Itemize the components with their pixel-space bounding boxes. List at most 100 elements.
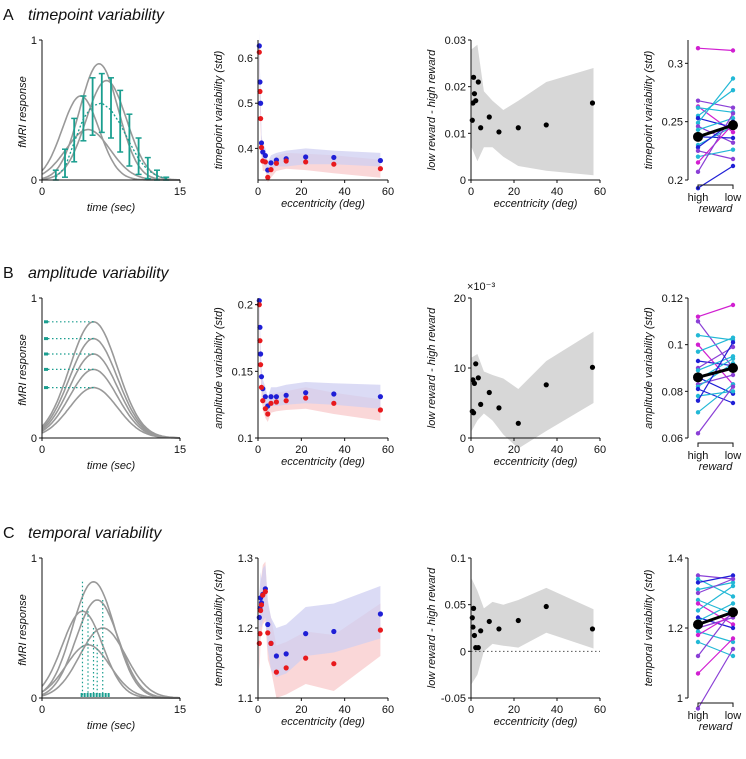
mean-point-high xyxy=(693,619,703,630)
data-point-high-reward xyxy=(262,153,268,159)
x-axis-label: eccentricity (deg) xyxy=(281,198,365,210)
data-point-low-reward xyxy=(265,411,271,417)
category-label-high: high xyxy=(688,710,709,722)
y-tick-label: 0.03 xyxy=(445,35,466,47)
y-tick-label: 0.12 xyxy=(662,293,683,305)
x-tick-label: 60 xyxy=(594,186,606,198)
data-point-high-reward xyxy=(258,100,264,106)
x-tick-label: 60 xyxy=(594,444,606,456)
subject-point-high xyxy=(695,45,701,51)
subject-line xyxy=(697,383,734,413)
mean-point-low xyxy=(728,607,738,618)
subject-point-high xyxy=(695,314,701,319)
response-curve xyxy=(41,627,181,699)
x-tick-label: 0 xyxy=(468,186,474,198)
y-tick-label: 0.1 xyxy=(451,553,466,565)
y-tick-label: 0.1 xyxy=(238,433,253,445)
subject-line xyxy=(697,78,734,124)
subject-point-high xyxy=(695,319,701,324)
subject-point-low xyxy=(730,636,736,641)
subject-point-high xyxy=(695,587,701,592)
y-tick-label: 0.02 xyxy=(445,82,466,94)
difference-point xyxy=(496,405,502,411)
y-tick-label: 0.4 xyxy=(238,143,253,155)
category-bracket xyxy=(697,442,734,447)
difference-point xyxy=(469,117,475,123)
x-tick-label: 20 xyxy=(508,704,520,716)
subject-point-high xyxy=(695,368,701,373)
subject-point-high xyxy=(695,105,701,110)
response-curve xyxy=(41,386,180,439)
subject-line xyxy=(697,648,734,709)
data-point-low-reward xyxy=(268,400,274,406)
data-point-low-reward xyxy=(262,406,268,412)
y-tick-label: 0.25 xyxy=(662,117,683,129)
difference-point xyxy=(475,79,481,85)
row-b-label: B xyxy=(3,265,14,282)
subject-point-high xyxy=(695,573,701,578)
data-point-low-reward xyxy=(331,161,337,167)
data-point-high-reward xyxy=(268,394,274,400)
subject-point-high xyxy=(695,386,701,392)
subject-line xyxy=(697,574,734,580)
y-axis-label: fMRI response xyxy=(17,594,29,666)
difference-point xyxy=(473,361,479,367)
subject-point-low xyxy=(730,156,736,162)
difference-point xyxy=(589,364,596,370)
subject-point-high xyxy=(695,115,701,121)
panel-a1: 0 1 0 15 time (sec) fMRI response xyxy=(17,35,186,214)
difference-point xyxy=(486,389,492,396)
difference-point xyxy=(515,617,521,624)
y-tick-label: 20 xyxy=(454,293,466,305)
subject-point-high xyxy=(695,671,701,676)
y-axis-label: timepoint variability (std) xyxy=(643,50,655,169)
data-point-low-reward xyxy=(377,166,384,172)
subject-line xyxy=(697,578,734,594)
data-point-low-reward xyxy=(262,589,268,595)
data-point-low-reward xyxy=(265,174,271,180)
difference-point xyxy=(475,645,481,651)
panel-b1: 0 1 0 15 time (sec) fMRI response xyxy=(17,293,186,472)
subject-point-low xyxy=(730,646,736,652)
data-point-high-reward xyxy=(377,394,384,400)
x-tick-label: 60 xyxy=(382,186,394,198)
subject-point-low xyxy=(730,580,736,585)
subject-point-low xyxy=(730,48,736,53)
response-curve xyxy=(41,610,180,699)
confidence-band-high xyxy=(259,31,381,176)
subject-point-high xyxy=(695,120,701,126)
data-point-high-reward xyxy=(256,43,262,49)
data-point-high-reward xyxy=(283,651,289,657)
y-tick-label: 1.2 xyxy=(668,623,683,635)
subject-point-high xyxy=(695,124,701,129)
data-point-low-reward xyxy=(258,115,264,122)
difference-point xyxy=(473,98,479,104)
panel-c1: 0 1 0 15 time (sec) fMRI response xyxy=(17,553,186,732)
subject-point-high xyxy=(695,342,701,347)
subject-line xyxy=(697,599,734,615)
y-tick-label: 0.2 xyxy=(238,300,253,312)
subject-line xyxy=(697,337,734,353)
y-tick-label: 0.05 xyxy=(445,600,466,612)
y-tick-label: -0.05 xyxy=(441,693,466,705)
x-tick-label: 0 xyxy=(39,704,45,716)
data-point-low-reward xyxy=(303,655,309,661)
subject-point-high xyxy=(695,154,701,159)
subject-point-high xyxy=(695,160,701,165)
panel-a2: 0.4 0.5 0.6 0 20 40 60 eccentricity (deg) timepo… xyxy=(213,31,394,210)
y-tick-label: 1.1 xyxy=(238,693,253,705)
row-b-title: amplitude variability xyxy=(28,265,170,282)
data-point-low-reward xyxy=(268,167,274,173)
y-axis-label: timepoint variability (std) xyxy=(213,50,225,169)
y-tick-label: 0.06 xyxy=(662,433,683,445)
subject-point-low xyxy=(730,573,736,578)
y-tick-label: 0 xyxy=(31,433,37,445)
y-tick-label: 1.2 xyxy=(238,623,253,635)
y-axis-label: fMRI response xyxy=(17,334,29,406)
x-axis-label: time (sec) xyxy=(87,720,136,732)
difference-point xyxy=(478,628,484,634)
data-point-high-reward xyxy=(256,614,262,621)
x-tick-label: 0 xyxy=(255,186,261,198)
data-point-high-reward xyxy=(258,140,265,146)
